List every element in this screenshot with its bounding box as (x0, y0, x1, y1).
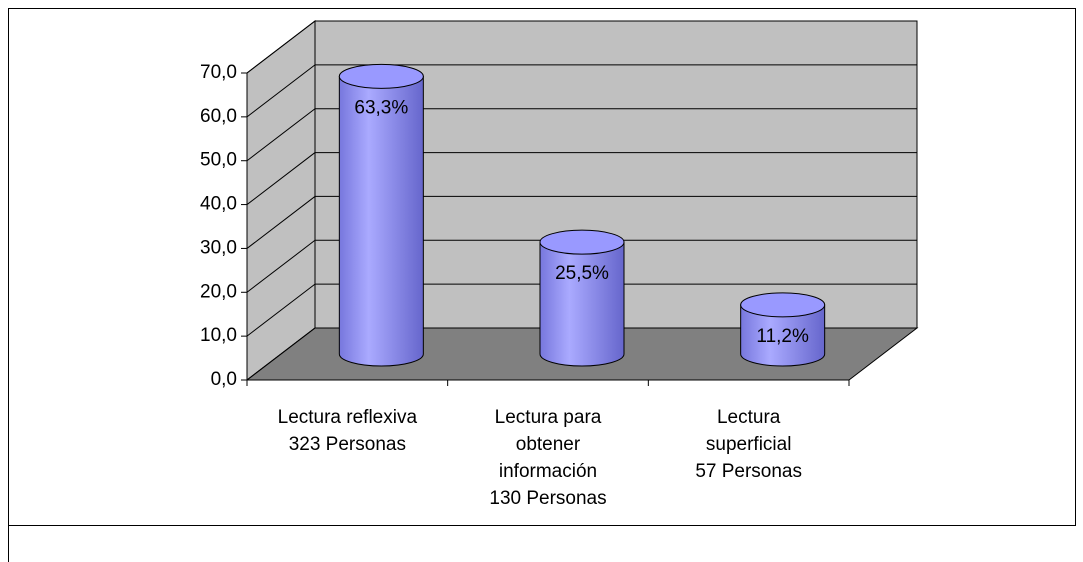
x-tick-label: 57 Personas (695, 461, 802, 482)
x-tick-label: 323 Personas (289, 434, 406, 455)
grid-line (246, 196, 316, 249)
y-tick-label: 70,0 (200, 62, 237, 83)
cylinder-top (740, 292, 826, 318)
grid-line (246, 64, 316, 118)
value-label: 11,2% (756, 326, 809, 347)
value-label: 25,5% (555, 263, 609, 284)
y-tick-label: 20,0 (200, 281, 237, 302)
y-tick-label: 60,0 (200, 106, 237, 127)
cylinder-body (539, 241, 625, 367)
x-tick-label: Lectura para (495, 407, 602, 428)
y-tick-label: 30,0 (200, 237, 237, 258)
grid-line (246, 108, 316, 162)
cylinder-body (740, 304, 826, 367)
grid-line (246, 283, 316, 337)
x-tick-label: información (499, 461, 597, 482)
y-tick-label: 40,0 (200, 194, 237, 215)
frame (8, 8, 1076, 562)
y-tick-label: 0,0 (211, 369, 237, 390)
x-tick-label: Lectura reflexiva (278, 407, 418, 428)
y-tick-label: 50,0 (200, 150, 237, 171)
grid-line (246, 239, 316, 293)
x-tick-label: superficial (706, 434, 792, 455)
cylinder-top (539, 229, 625, 255)
value-label: 63,3% (354, 97, 408, 118)
x-tick-label: obtener (516, 434, 581, 455)
side-wall (246, 19, 316, 382)
cylinder-top (338, 63, 424, 89)
y-tick-label: 10,0 (200, 325, 237, 346)
grid-line (246, 327, 316, 381)
x-tick-label: 130 Personas (489, 488, 606, 509)
grid-line (246, 20, 316, 74)
cylinder-body (338, 75, 424, 367)
x-tick-label: Lectura (717, 407, 781, 428)
grid-line (246, 152, 316, 205)
